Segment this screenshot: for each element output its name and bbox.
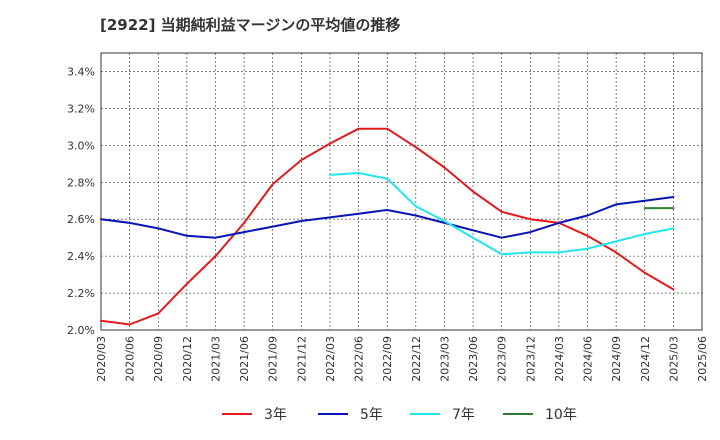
x-tick-label: 2021/12 [295, 336, 308, 382]
x-tick-label: 2024/12 [639, 336, 652, 382]
legend-label: 5年 [360, 407, 383, 423]
x-tick-label: 2020/06 [124, 336, 137, 382]
x-tick-label: 2022/06 [353, 336, 366, 382]
x-tick-label: 2021/03 [209, 336, 222, 382]
x-tick-label: 2024/03 [553, 336, 566, 382]
series-line-2 [100, 196, 675, 239]
x-tick-label: 2022/03 [324, 336, 337, 382]
series-lines [100, 127, 675, 326]
legend-label: 10年 [545, 407, 577, 423]
legend-label: 3年 [264, 407, 287, 423]
y-tick-label: 2.6% [67, 213, 95, 226]
x-tick-label: 2020/12 [181, 336, 194, 382]
x-tick-label: 2023/12 [524, 336, 537, 382]
x-tick-label: 2021/06 [238, 336, 251, 382]
y-tick-label: 2.4% [67, 250, 95, 263]
x-tick-label: 2024/06 [582, 336, 595, 382]
x-tick-label: 2020/09 [152, 336, 165, 382]
x-tick-label: 2023/03 [438, 336, 451, 382]
legend-label: 7年 [452, 407, 475, 423]
x-tick-label: 2024/09 [610, 336, 623, 382]
y-tick-label: 3.0% [67, 139, 95, 152]
plot-frame [100, 52, 703, 331]
axes: 2.0% 2.2% 2.4% 2.6% 2.8% 3.0% 3.2% 3.4% 2020/03 2… [67, 52, 709, 382]
x-tick-label: 2022/09 [381, 336, 394, 382]
y-tick-label: 3.4% [67, 65, 95, 78]
series-line-1 [100, 127, 675, 326]
x-tick-label: 2025/03 [667, 336, 680, 382]
chart-title: [2922] 当期純利益マージンの平均値の推移 [100, 16, 401, 34]
x-tick-label: 2020/03 [95, 336, 108, 382]
y-tick-label: 2.8% [67, 176, 95, 189]
series-line-3 [329, 172, 675, 256]
x-tick-label: 2022/12 [410, 336, 423, 382]
x-tick-label: 2025/06 [696, 336, 709, 382]
y-tick-label: 2.0% [67, 324, 95, 337]
x-tick-label: 2023/09 [496, 336, 509, 382]
legend: 3年 5年 7年 10年 [222, 407, 577, 423]
x-tick-label: 2023/06 [467, 336, 480, 382]
x-tick-label: 2021/09 [267, 336, 280, 382]
y-tick-label: 2.2% [67, 287, 95, 300]
y-tick-label: 3.2% [67, 102, 95, 115]
